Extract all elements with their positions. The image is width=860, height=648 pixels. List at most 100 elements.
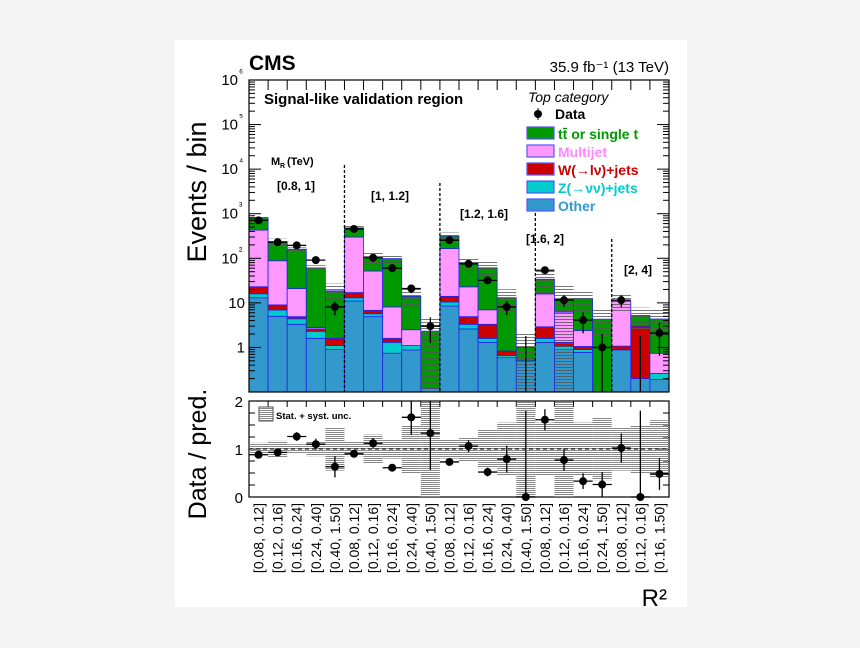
data-point bbox=[617, 296, 626, 305]
stack-bar-other bbox=[267, 315, 288, 393]
chart: CMS 35.9 fb⁻¹ (13 TeV) Events / bin Data… bbox=[182, 52, 670, 607]
stack-bar-other bbox=[649, 379, 670, 393]
stack-bar-w-l-jets bbox=[573, 346, 594, 350]
stack-bar-z-jets bbox=[534, 337, 555, 343]
stack-bar-multijet bbox=[401, 329, 422, 346]
legend-label: W(→lν)+jets bbox=[558, 162, 639, 178]
y-tick-exponent: ⁴ bbox=[239, 157, 243, 168]
data-point bbox=[540, 266, 549, 275]
stack-bar-w-l-jets bbox=[382, 337, 403, 343]
ratio-point bbox=[445, 457, 454, 466]
x-tick-label: [0.12, 0.16] bbox=[461, 503, 477, 573]
ratio-uncertainty-band bbox=[439, 439, 459, 459]
legend-label-data: Data bbox=[555, 106, 586, 122]
stack-bar-z-jets bbox=[477, 337, 498, 343]
stack-bar-multijet bbox=[344, 236, 364, 293]
stack-bar-other bbox=[382, 352, 403, 393]
stack-bar-w-l-jets bbox=[363, 309, 384, 315]
ratio-uncertainty-band bbox=[363, 434, 383, 464]
ratio-point bbox=[540, 415, 549, 424]
data-point bbox=[502, 302, 511, 311]
legend-title: Top category bbox=[528, 89, 609, 105]
data-point bbox=[464, 259, 473, 268]
ratio-point bbox=[579, 477, 588, 486]
stack-bar-tt-or-single-t bbox=[305, 267, 326, 328]
stack-bar-w-l-jets bbox=[496, 350, 517, 356]
stack-bar-w-l-jets bbox=[534, 326, 555, 339]
lumi-label: 35.9 fb⁻¹ (13 TeV) bbox=[550, 59, 669, 76]
stack-bar-z-jets bbox=[344, 297, 364, 302]
mr-group-label: [1.6, 2] bbox=[526, 232, 564, 246]
stack-bar-z-jets bbox=[439, 301, 460, 307]
stack-bar-z-jets bbox=[305, 330, 326, 339]
legend-label: Multijet bbox=[558, 144, 607, 160]
ratio-point bbox=[407, 413, 416, 422]
data-point bbox=[579, 316, 588, 325]
stack-bar-z-jets bbox=[458, 323, 479, 330]
stack-bar-other bbox=[324, 349, 345, 393]
x-tick-label: [0.08, 0.12] bbox=[441, 503, 457, 573]
stack-bar-multijet bbox=[439, 248, 460, 297]
x-tick-label: [0.16, 0.24] bbox=[575, 503, 591, 573]
ratio-y-tick-label: 2 bbox=[235, 394, 243, 411]
stack-bar-z-jets bbox=[573, 349, 594, 353]
uncertainty-band bbox=[630, 307, 650, 329]
stack-bar-multijet bbox=[477, 309, 498, 325]
legend-swatch bbox=[526, 126, 555, 140]
data-point bbox=[655, 329, 664, 338]
y-tick-exponent: ⁶ bbox=[239, 68, 243, 79]
x-tick-label: [0.40, 1.50] bbox=[327, 503, 343, 573]
y-tick-label: 10 bbox=[221, 206, 238, 223]
ratio-point bbox=[369, 439, 378, 448]
ratio-point bbox=[636, 493, 645, 501]
legend-swatch bbox=[526, 144, 555, 158]
mr-group-label: [1.2, 1.6] bbox=[460, 207, 508, 221]
stack-bar-w-l-jets bbox=[248, 286, 269, 295]
stack-bar-other bbox=[344, 300, 364, 393]
ratio-point bbox=[292, 432, 301, 441]
ratio-point bbox=[521, 493, 530, 501]
region-title: Signal-like validation region bbox=[264, 91, 463, 108]
uncertainty-band bbox=[325, 283, 345, 303]
plot-panel: CMS 35.9 fb⁻¹ (13 TeV) Events / bin Data… bbox=[175, 40, 687, 607]
x-tick-label: [0.24, 0.40] bbox=[308, 503, 324, 573]
x-tick-label: [0.12, 0.16] bbox=[556, 503, 572, 573]
stack-bar-z-jets bbox=[248, 293, 269, 299]
data-point bbox=[483, 276, 492, 285]
uncertainty-band bbox=[420, 317, 440, 392]
legend-label: tt̄ or single t bbox=[558, 126, 638, 142]
uncertainty-band bbox=[478, 261, 498, 278]
stack-bar-other bbox=[401, 349, 422, 393]
stack-bar-w-l-jets bbox=[267, 304, 288, 311]
y-tick-label: 10 bbox=[228, 295, 245, 312]
ratio-y-tick-label: 1 bbox=[235, 442, 243, 459]
stack-bar-w-l-jets bbox=[439, 295, 460, 303]
data-point bbox=[445, 236, 454, 245]
legend-label: Other bbox=[558, 198, 596, 214]
ratio-point bbox=[311, 440, 320, 449]
y-tick-exponent: ² bbox=[239, 246, 243, 257]
stack-bar-w-l-jets bbox=[324, 337, 345, 346]
x-tick-label: [0.16, 1.50] bbox=[651, 503, 667, 573]
stack-bar-other bbox=[458, 328, 479, 393]
ratio-point bbox=[330, 462, 339, 471]
x-tick-label: [0.16, 0.24] bbox=[384, 503, 400, 573]
stack-bar-z-jets bbox=[324, 345, 345, 350]
legend-swatch bbox=[526, 180, 555, 194]
stack-bar-tt-or-single-t bbox=[286, 248, 307, 289]
ratio-point bbox=[617, 444, 626, 453]
uncertainty-band bbox=[592, 309, 612, 340]
ratio-point bbox=[598, 480, 607, 489]
stack-bar-w-l-jets bbox=[477, 323, 498, 339]
x-tick-label: [0.12, 0.16] bbox=[632, 503, 648, 573]
x-tick-label: [0.24, 0.40] bbox=[499, 503, 515, 573]
stack-bar-other bbox=[611, 349, 632, 393]
ratio-point bbox=[655, 469, 664, 478]
stack-bar-multijet bbox=[286, 288, 307, 318]
uncertainty-band bbox=[535, 270, 555, 295]
ratio-point bbox=[350, 449, 358, 458]
data-point bbox=[292, 241, 301, 250]
stack-bar-other bbox=[534, 341, 555, 393]
data-point bbox=[369, 253, 378, 262]
data-point bbox=[254, 216, 263, 225]
